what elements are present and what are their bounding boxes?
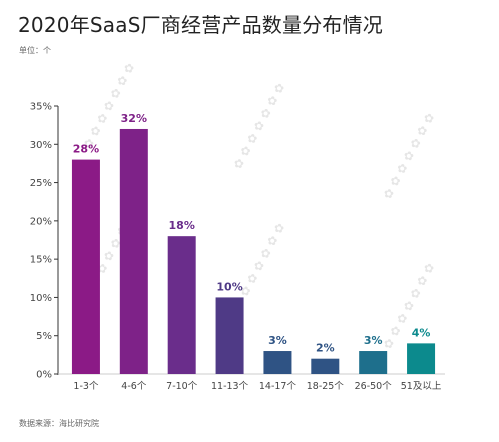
data-label: 3% — [364, 334, 383, 347]
data-label: 3% — [268, 334, 287, 347]
watermark-1: ✿ ✿ ✿ ✿ ✿ ✿ ✿ — [230, 81, 287, 172]
x-tick-label: 26-50个 — [355, 381, 393, 392]
y-tick-label: 25% — [30, 178, 52, 189]
data-label: 10% — [216, 280, 242, 293]
source-note: 数据来源：海比研究院 — [19, 419, 99, 428]
x-tick-label: 11-13个 — [211, 381, 249, 392]
bar — [407, 343, 436, 374]
y-tick-label: 0% — [36, 370, 52, 381]
bar — [359, 351, 388, 374]
data-label: 4% — [412, 326, 431, 339]
bar — [215, 297, 244, 374]
data-label: 2% — [316, 342, 335, 355]
y-tick-label: 20% — [30, 216, 52, 227]
y-tick-label: 15% — [30, 255, 52, 266]
y-tick-label: 5% — [36, 331, 52, 342]
data-label: 18% — [169, 219, 195, 232]
x-tick-label: 18-25个 — [307, 381, 345, 392]
bar — [263, 351, 292, 374]
watermark-4: ✿ ✿ ✿ ✿ ✿ ✿ ✿ — [380, 111, 437, 202]
x-tick-label: 1-3个 — [73, 381, 99, 392]
unit-label: 单位：个 — [19, 46, 51, 55]
x-tick-label: 4-6个 — [121, 381, 147, 392]
y-tick-label: 35% — [30, 102, 52, 113]
bar — [311, 358, 340, 374]
data-label: 32% — [121, 112, 147, 125]
y-tick-label: 30% — [30, 140, 52, 151]
chart-title: 2020年SaaS厂商经营产品数量分布情况 — [18, 13, 384, 37]
y-tick-label: 10% — [30, 293, 52, 304]
bar — [119, 128, 148, 374]
x-tick-label: 14-17个 — [259, 381, 297, 392]
bar — [167, 236, 196, 374]
bar — [71, 159, 100, 374]
data-label: 28% — [73, 143, 99, 156]
x-tick-label: 51及以上 — [401, 381, 442, 392]
x-tick-label: 7-10个 — [166, 381, 198, 392]
